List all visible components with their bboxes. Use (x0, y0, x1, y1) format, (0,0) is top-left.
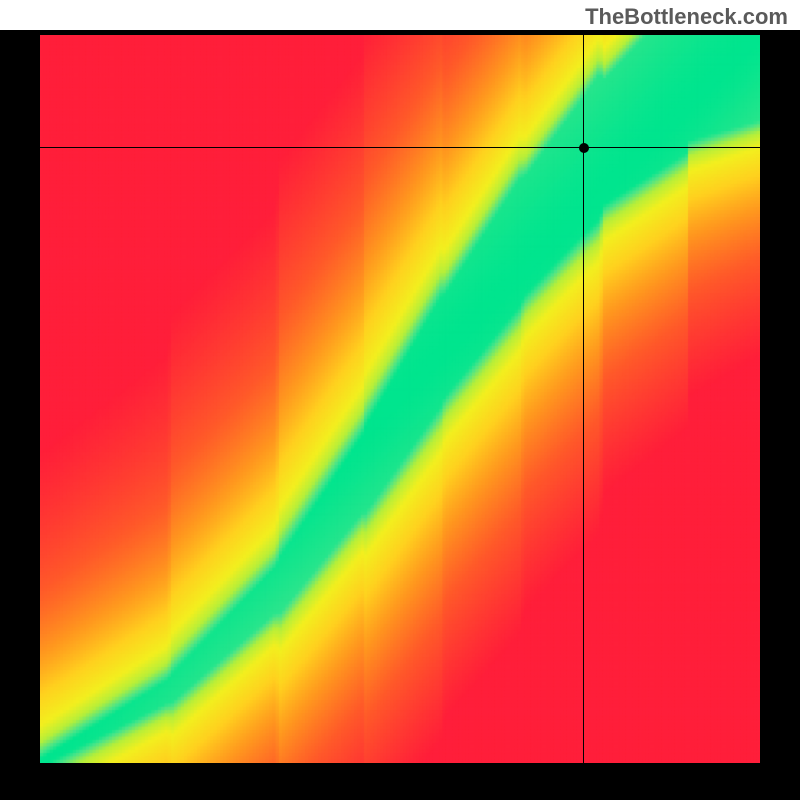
chart-container: TheBottleneck.com (0, 0, 800, 800)
crosshair-horizontal (40, 147, 760, 148)
watermark-text: TheBottleneck.com (585, 4, 788, 30)
heatmap-canvas-wrap (40, 35, 760, 763)
heatmap-canvas (40, 35, 760, 763)
marker-dot (579, 143, 589, 153)
